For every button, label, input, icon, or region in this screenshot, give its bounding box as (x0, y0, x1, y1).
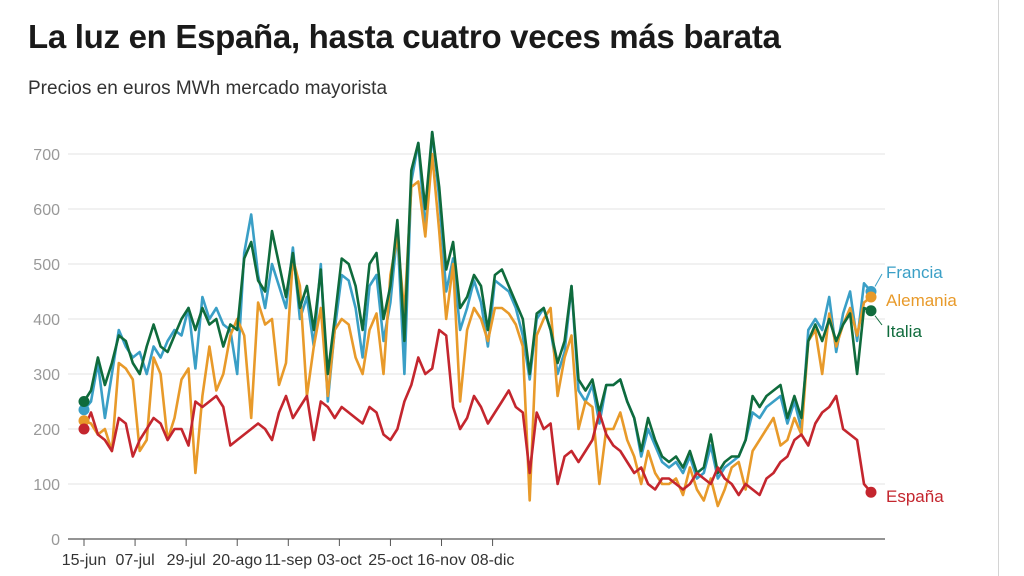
chart-title: La luz en España, hasta cuatro veces más… (28, 18, 781, 55)
chart-subtitle: Precios en euros MWh mercado mayorista (28, 78, 388, 99)
x-tick-label: 25-oct (368, 552, 413, 569)
y-tick-label: 200 (33, 422, 60, 439)
series-label-italia: Italia (886, 322, 922, 341)
series-line-españa (82, 328, 873, 497)
series-label-españa: España (886, 487, 944, 506)
line-chart: 0 100 200 300 400 500 600 700 15-jun 07-jul 29-jul… (33, 130, 957, 569)
series-lines (78, 130, 877, 508)
start-point-francia (78, 404, 90, 416)
y-tick-label: 300 (33, 367, 60, 384)
label-leader-francia (874, 273, 883, 287)
x-tick-label: 03-oct (317, 552, 362, 569)
x-tick-label: 20-ago (212, 552, 262, 569)
y-tick-label: 600 (33, 202, 60, 219)
x-tick-label: 16-nov (417, 552, 466, 569)
end-point-españa (865, 486, 877, 498)
start-point-italia (78, 396, 90, 407)
x-tick-label: 29-jul (167, 552, 206, 569)
start-point-alemania (78, 415, 90, 427)
end-point-italia (865, 305, 877, 317)
label-leader-italia (874, 315, 883, 326)
y-tick-label: 700 (33, 147, 60, 164)
series-line-francia (82, 130, 873, 480)
end-point-alemania (865, 291, 877, 303)
series-label-francia: Francia (886, 263, 943, 282)
x-tick-label: 07-jul (116, 552, 155, 569)
start-point-españa (78, 423, 90, 435)
y-tick-label: 400 (33, 312, 60, 329)
series-line-alemania (82, 152, 873, 508)
y-tick-label: 500 (33, 257, 60, 274)
series-line-italia (82, 130, 873, 475)
y-tick-label: 100 (33, 477, 60, 494)
x-tick-label: 15-jun (62, 552, 106, 569)
x-tick-label: 08-dic (471, 552, 515, 569)
series-labels: Francia Alemania Italia España (874, 263, 957, 506)
y-tick-label: 0 (51, 532, 60, 549)
axes: 0 100 200 300 400 500 600 700 15-jun 07-jul 29-jul… (33, 147, 885, 569)
x-tick-label: 11-sep (264, 552, 312, 569)
chart-card: La luz en España, hasta cuatro veces más… (28, 0, 999, 576)
series-label-alemania: Alemania (886, 291, 957, 310)
